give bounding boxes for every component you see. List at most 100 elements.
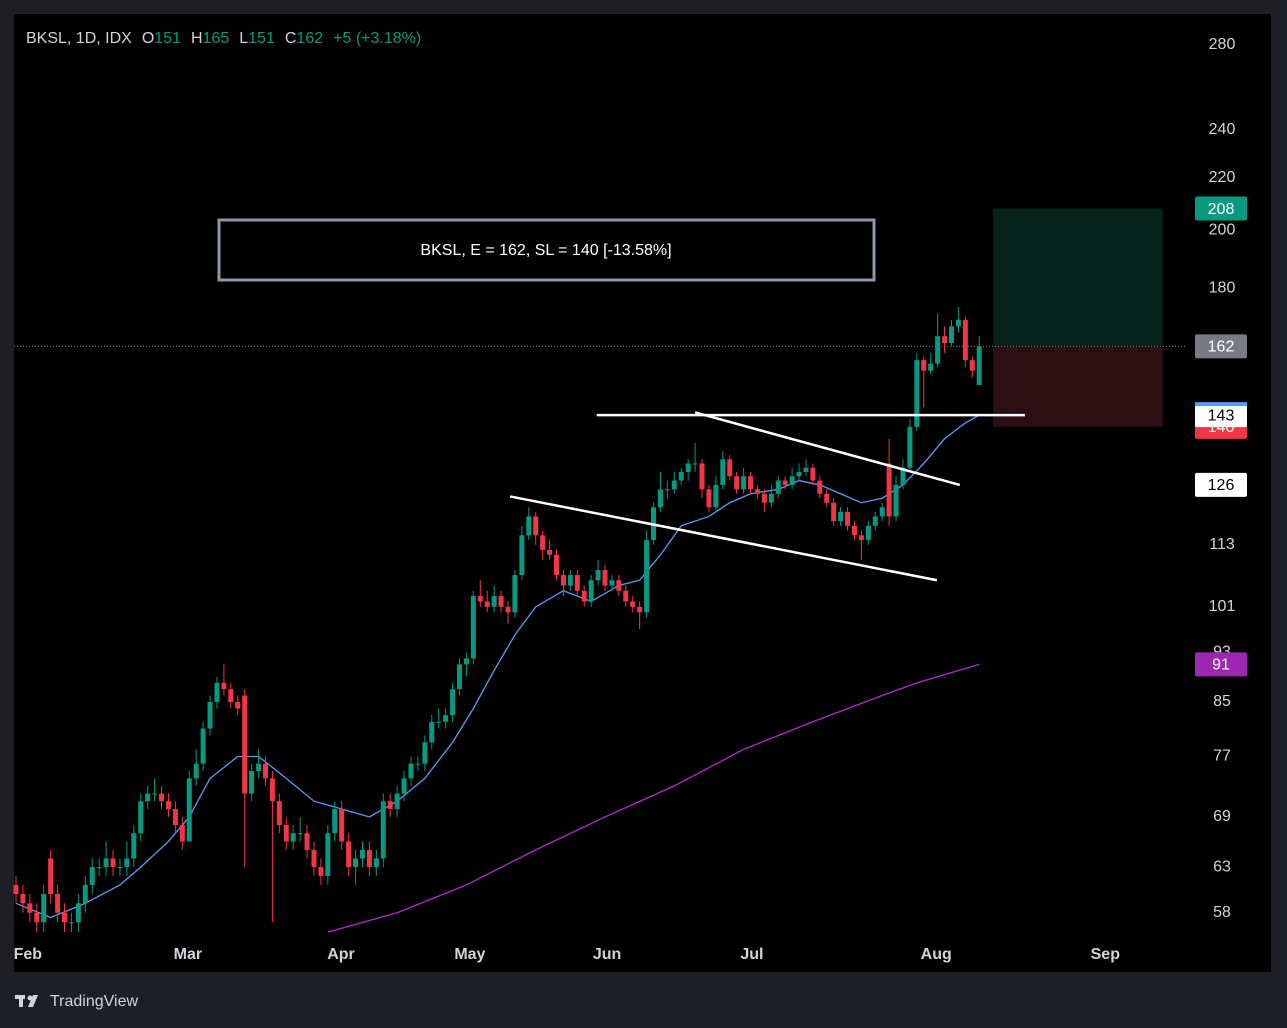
candle-body: [602, 569, 608, 586]
candle-body: [68, 922, 74, 924]
candle-body: [165, 801, 171, 810]
candle-body: [138, 801, 144, 834]
price-label: 162: [1208, 339, 1235, 356]
candle-body: [533, 516, 539, 536]
candle-body: [810, 467, 816, 481]
candle-body: [519, 535, 525, 576]
candle-body: [630, 601, 636, 607]
candle-body: [436, 721, 442, 723]
header: BKSL, 1D, IDX O151 H165 L151 C162 +5 (+3.18%): [26, 30, 421, 47]
x-tick-label: Sep: [1091, 946, 1121, 963]
candle-body: [470, 596, 476, 659]
candle-body: [754, 489, 760, 494]
trend-line: [509, 495, 938, 582]
candle-body: [741, 476, 747, 490]
candle-body: [935, 336, 941, 364]
candle-body: [969, 360, 975, 371]
candle-body: [921, 360, 927, 371]
candle-body: [27, 903, 33, 913]
l-label: L: [239, 30, 248, 47]
candle-body: [948, 326, 954, 343]
candle-body: [914, 360, 920, 427]
candle-body: [824, 493, 830, 503]
candle-body: [526, 516, 532, 536]
x-tick-label: May: [454, 946, 485, 963]
candle-body: [89, 867, 95, 885]
y-tick-label: 101: [1209, 598, 1236, 615]
moving-average: [327, 663, 980, 933]
price-label-bg: [1195, 652, 1247, 677]
candle-body: [865, 525, 871, 541]
candle-body: [235, 701, 241, 709]
candle-body: [803, 467, 809, 472]
candle-body: [588, 580, 594, 602]
candle-body: [415, 763, 421, 765]
candle-body: [775, 480, 781, 494]
candle-body: [380, 801, 386, 859]
candle-body: [207, 701, 213, 729]
candle-body: [48, 858, 54, 895]
candle-body: [20, 894, 26, 904]
candle-body: [893, 484, 899, 517]
logo: [15, 995, 38, 1007]
candle-body: [311, 849, 317, 868]
candle-body: [727, 459, 733, 477]
candle-body: [761, 493, 767, 503]
candle-body: [664, 489, 670, 491]
y-tick-label: 280: [1209, 36, 1236, 53]
x-tick-label: Aug: [921, 946, 952, 963]
candle-body: [685, 463, 691, 472]
candle-body: [477, 596, 483, 602]
candle-body: [463, 658, 469, 665]
target-zone: [993, 208, 1163, 347]
candle-body: [332, 809, 338, 834]
candle-body: [858, 535, 864, 541]
candle-body: [450, 689, 456, 716]
content: 5863697785931011131261401621802002202402…: [13, 36, 1247, 963]
x-tick-label: Feb: [14, 946, 43, 963]
candle-body: [75, 903, 81, 923]
candle-body: [249, 770, 255, 794]
candle-body: [567, 575, 573, 586]
candle-body: [886, 463, 892, 517]
price-label-bg: [1195, 334, 1247, 359]
candle-body: [429, 721, 435, 743]
candle-body: [768, 493, 774, 503]
candle-body: [706, 489, 712, 508]
candle-body: [228, 689, 234, 702]
candle-body: [159, 793, 165, 802]
candle-body: [560, 575, 566, 586]
candle-body: [498, 596, 504, 607]
candle-body: [366, 849, 372, 868]
candle-body: [928, 363, 934, 371]
candle-body: [845, 511, 851, 526]
candle-body: [401, 778, 407, 794]
candle-body: [484, 601, 490, 607]
price-label: 143: [1208, 407, 1235, 424]
candle-body: [637, 606, 643, 613]
candle-body: [574, 575, 580, 591]
c-value: 162: [296, 30, 323, 47]
y-tick-label: 240: [1209, 121, 1236, 138]
candle-body: [346, 841, 352, 868]
candle-body: [96, 867, 102, 869]
candle-body: [540, 535, 546, 550]
candle-body: [256, 763, 262, 771]
stop-zone: [993, 346, 1163, 427]
candle-body: [976, 346, 982, 386]
candle-body: [262, 763, 268, 779]
candle-body: [505, 606, 511, 613]
candle-body: [172, 809, 178, 826]
candle-body: [609, 580, 615, 586]
candle-body: [103, 858, 109, 868]
y-tick-label: 77: [1213, 748, 1231, 765]
candle-body: [838, 511, 844, 522]
candle-body: [595, 569, 601, 581]
candle-body: [373, 858, 379, 868]
candle-body: [942, 336, 948, 343]
candle-body: [789, 476, 795, 485]
candle-body: [394, 793, 400, 810]
candle-body: [179, 825, 185, 842]
price-label-bg: [1195, 196, 1247, 221]
